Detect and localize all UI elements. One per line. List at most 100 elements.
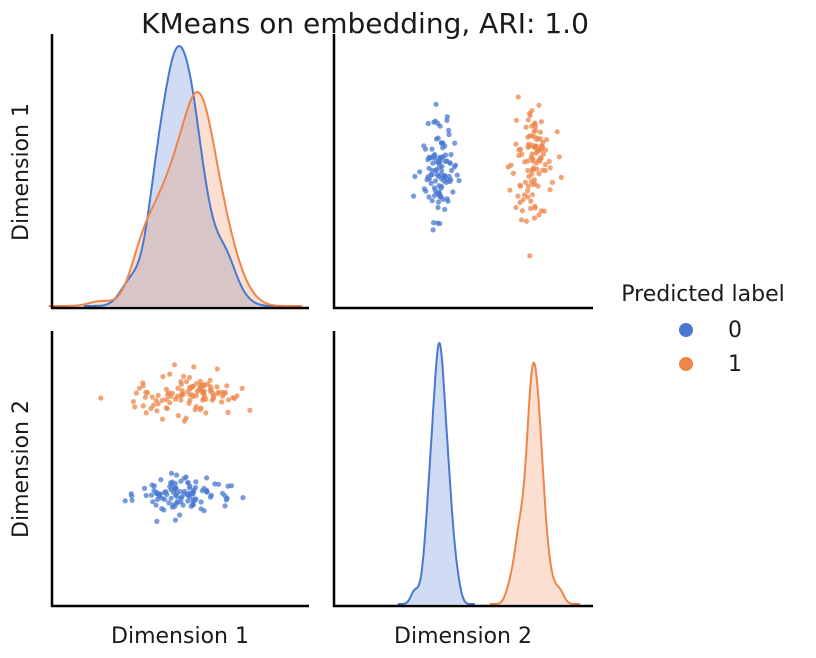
scatter-point-label-1 bbox=[175, 413, 181, 419]
scatter-point-label-1 bbox=[183, 379, 190, 385]
y-axis-label-dimension-1: Dimension 1 bbox=[9, 103, 34, 241]
scatter-point-label-0 bbox=[148, 492, 154, 498]
scatter-point-label-1 bbox=[155, 392, 161, 398]
scatter-point-label-0 bbox=[440, 145, 446, 151]
scatter-point-label-1 bbox=[516, 147, 522, 153]
scatter-point-label-1 bbox=[159, 397, 165, 403]
scatter-point-label-0 bbox=[161, 490, 167, 496]
scatter-point-label-1 bbox=[531, 215, 538, 221]
scatter-point-label-0 bbox=[192, 497, 198, 503]
scatter-point-label-1 bbox=[542, 162, 548, 168]
scatter-point-label-0 bbox=[181, 491, 187, 497]
scatter-point-label-1 bbox=[529, 142, 535, 148]
scatter-point-label-1 bbox=[216, 389, 222, 395]
scatter-point-label-1 bbox=[219, 399, 225, 405]
scatter-point-label-1 bbox=[513, 141, 519, 147]
scatter-point-label-1 bbox=[163, 405, 169, 411]
scatter-point-label-1 bbox=[191, 364, 197, 370]
scatter-point-label-0 bbox=[212, 481, 218, 487]
scatter-point-label-1 bbox=[536, 102, 542, 108]
scatter-point-label-1 bbox=[522, 179, 529, 185]
scatter-point-label-1 bbox=[527, 253, 533, 259]
scatter-point-label-1 bbox=[544, 136, 550, 143]
scatter-point-label-0 bbox=[426, 165, 432, 171]
scatter-point-label-1 bbox=[187, 384, 193, 390]
scatter-point-label-1 bbox=[530, 167, 537, 173]
scatter-point-label-1 bbox=[515, 193, 521, 199]
scatter-point-label-0 bbox=[430, 220, 437, 226]
y-axis-label-dimension-2: Dimension 2 bbox=[9, 400, 34, 538]
scatter-point-label-1 bbox=[167, 400, 173, 406]
scatter-point-label-1 bbox=[541, 208, 547, 214]
panel-dim1-dim2 bbox=[332, 34, 593, 310]
scatter-point-label-0 bbox=[222, 493, 228, 499]
scatter-point-label-1 bbox=[98, 395, 104, 401]
scatter-point-label-0 bbox=[178, 478, 184, 484]
scatter-point-label-0 bbox=[190, 501, 196, 508]
scatter-point-label-0 bbox=[207, 494, 214, 500]
scatter-point-label-1 bbox=[523, 218, 530, 224]
scatter-point-label-1 bbox=[148, 405, 154, 412]
scatter-point-label-0 bbox=[430, 227, 436, 233]
scatter-point-label-1 bbox=[167, 371, 173, 377]
scatter-point-label-0 bbox=[199, 488, 205, 494]
scatter-point-label-0 bbox=[170, 502, 176, 508]
scatter-point-label-0 bbox=[422, 146, 429, 152]
scatter-point-label-1 bbox=[554, 129, 560, 135]
scatter-point-label-0 bbox=[151, 483, 157, 489]
scatter-point-label-1 bbox=[525, 134, 531, 140]
scatter-point-label-0 bbox=[157, 492, 163, 498]
scatter-point-label-1 bbox=[525, 158, 531, 164]
legend-label-1: 1 bbox=[728, 352, 742, 377]
scatter-point-label-0 bbox=[444, 196, 450, 202]
scatter-point-label-1 bbox=[130, 399, 136, 405]
scatter-point-label-1 bbox=[193, 404, 199, 410]
scatter-point-label-1 bbox=[539, 143, 546, 149]
scatter-point-label-0 bbox=[435, 204, 441, 211]
scatter-point-label-1 bbox=[219, 393, 226, 399]
scatter-point-label-0 bbox=[223, 497, 229, 503]
scatter-point-label-0 bbox=[187, 483, 193, 489]
scatter-point-label-0 bbox=[154, 518, 160, 525]
scatter-point-label-1 bbox=[214, 384, 220, 390]
scatter-point-label-0 bbox=[427, 155, 433, 161]
scatter-point-label-0 bbox=[159, 506, 165, 512]
scatter-point-label-1 bbox=[133, 390, 139, 396]
scatter-point-label-0 bbox=[428, 172, 434, 178]
scatter-point-label-1 bbox=[225, 397, 232, 403]
scatter-point-label-1 bbox=[529, 133, 535, 139]
scatter-point-label-0 bbox=[435, 120, 441, 127]
scatter-point-label-0 bbox=[442, 174, 448, 180]
scatter-point-label-1 bbox=[190, 393, 196, 400]
scatter-point-label-1 bbox=[547, 187, 553, 193]
scatter-point-label-1 bbox=[178, 381, 184, 387]
scatter-point-label-1 bbox=[538, 136, 544, 142]
kde-lines bbox=[48, 44, 303, 307]
scatter-point-label-1 bbox=[136, 385, 142, 391]
scatter-point-label-1 bbox=[140, 403, 146, 409]
scatter-point-label-1 bbox=[201, 382, 207, 388]
scatter-point-label-1 bbox=[523, 124, 529, 130]
scatter-point-label-0 bbox=[433, 101, 439, 107]
chart-title: KMeans on embedding, ARI: 1.0 bbox=[141, 7, 589, 40]
scatter-point-label-1 bbox=[532, 120, 538, 126]
scatter-point-label-0 bbox=[423, 188, 429, 194]
scatter-point-label-0 bbox=[153, 502, 159, 508]
scatter-point-label-1 bbox=[239, 385, 245, 391]
scatter-point-label-0 bbox=[446, 131, 452, 138]
scatter-point-label-1 bbox=[529, 192, 536, 198]
scatter-point-label-0 bbox=[433, 167, 439, 174]
scatter-point-label-0 bbox=[174, 500, 180, 506]
scatter-point-label-1 bbox=[507, 187, 513, 193]
scatter-point-label-1 bbox=[166, 390, 172, 396]
scatter-point-label-0 bbox=[225, 483, 231, 489]
scatter-point-label-1 bbox=[528, 205, 534, 211]
scatter-point-label-0 bbox=[428, 180, 434, 186]
scatter-point-label-1 bbox=[513, 204, 519, 211]
kde-fill-label-1 bbox=[489, 362, 580, 604]
scatter-point-label-1 bbox=[143, 389, 149, 395]
kde-line-label-1 bbox=[48, 90, 303, 307]
scatter-point-label-0 bbox=[444, 117, 450, 123]
scatter-point-label-1 bbox=[179, 391, 185, 397]
